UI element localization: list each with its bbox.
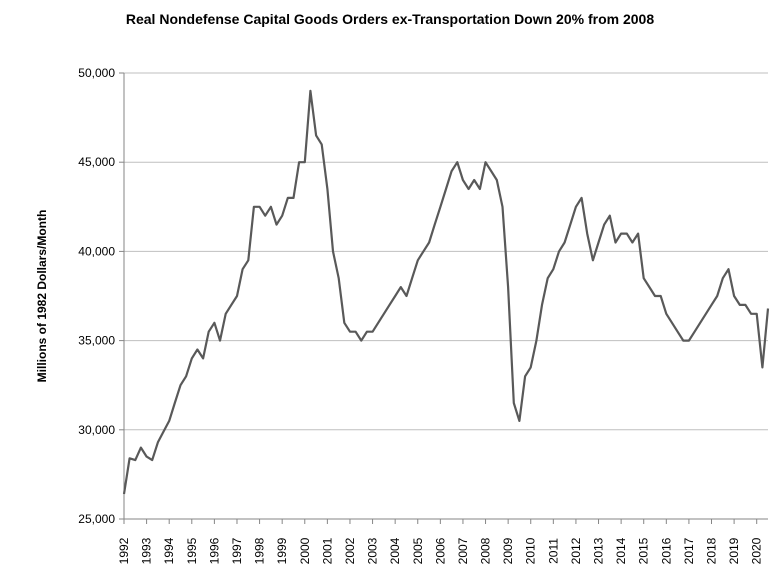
y-tick-label: 40,000	[78, 244, 115, 258]
x-tick-label: 2010	[524, 537, 538, 564]
x-tick-label: 1999	[275, 537, 289, 564]
x-tick-label: 2008	[479, 537, 493, 564]
y-axis-label: Millions of 1982 Dollars/Month	[35, 210, 49, 383]
x-tick-label: 1993	[140, 537, 154, 564]
x-tick-label: 2014	[614, 537, 628, 564]
x-tick-label: 2015	[637, 537, 651, 564]
x-tick-label: 1992	[117, 537, 131, 564]
line-series	[122, 89, 770, 495]
x-tick-label: 2011	[546, 538, 560, 564]
x-tick-label: 2009	[501, 537, 515, 564]
x-tick-label: 2005	[411, 537, 425, 564]
x-tick-label: 2017	[682, 537, 696, 564]
x-tick-label: 2012	[569, 537, 583, 564]
y-tick-label: 50,000	[78, 66, 115, 80]
y-tick-label: 45,000	[78, 155, 115, 169]
x-tick-label: 2016	[659, 537, 673, 564]
x-tick-label: 2006	[433, 537, 447, 564]
x-tick-label: 1994	[162, 537, 176, 564]
x-tick-label: 2003	[366, 537, 380, 564]
x-tick-label: 1996	[207, 537, 221, 564]
y-tick-label: 30,000	[78, 423, 115, 437]
y-tick-label: 35,000	[78, 334, 115, 348]
x-tick-label: 1998	[253, 537, 267, 564]
x-tick-label: 2019	[727, 537, 741, 564]
y-tick-label: 25,000	[78, 512, 115, 526]
x-tick-label: 2000	[298, 537, 312, 564]
x-tick-label: 1997	[230, 537, 244, 564]
x-tick-label: 2002	[343, 537, 357, 564]
chart-title: Real Nondefense Capital Goods Orders ex-…	[126, 11, 654, 27]
x-tick-label: 2004	[388, 537, 402, 564]
x-tick-label: 2013	[592, 537, 606, 564]
x-tick-label: 1995	[185, 537, 199, 564]
x-tick-label: 2018	[705, 537, 719, 564]
x-tick-label: 2001	[320, 537, 334, 564]
x-tick-label: 2020	[750, 537, 764, 564]
x-tick-label: 2007	[456, 537, 470, 564]
